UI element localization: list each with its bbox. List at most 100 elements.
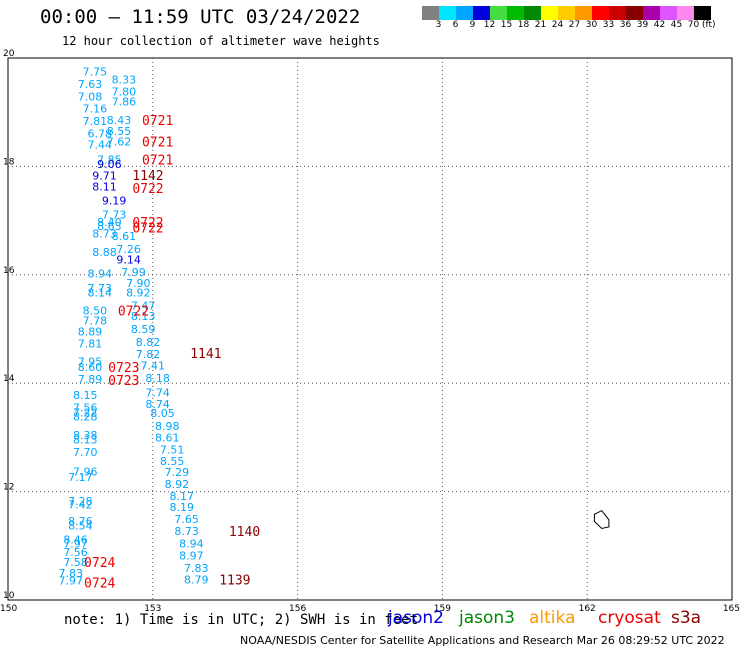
- legend-value: 30: [585, 20, 598, 30]
- legend-value: 33: [602, 20, 615, 30]
- swh-value: 8.17: [170, 490, 195, 503]
- legend-swatch: [575, 6, 592, 20]
- y-tick-label: 16: [3, 266, 15, 276]
- swh-value: 8.97: [179, 550, 204, 563]
- legend-value: 18: [517, 20, 530, 30]
- legend-value: 12: [483, 20, 496, 30]
- x-tick-label: 156: [289, 604, 306, 614]
- pass-time-label: 0721: [142, 135, 173, 150]
- swh-value: 8.11: [92, 180, 117, 193]
- swh-value: 9.06: [97, 158, 122, 171]
- legend-value: 21: [534, 20, 547, 30]
- chart-title: 00:00 — 11:59 UTC 03/24/2022: [40, 6, 361, 28]
- satellite-altika: altika: [529, 608, 576, 628]
- swh-value: 8.94: [179, 538, 204, 551]
- satellite-jason2: jason2: [388, 608, 444, 628]
- swh-value: 7.83: [58, 567, 83, 580]
- swh-value: 7.16: [83, 102, 108, 115]
- swh-value: 8.60: [78, 361, 103, 374]
- swh-value: 8.76: [68, 515, 93, 528]
- y-tick-label: 12: [3, 483, 14, 493]
- legend-swatch: [541, 6, 558, 20]
- pass-time-label: 0724: [84, 556, 115, 571]
- legend-swatch: [660, 6, 677, 20]
- pass-time-label: 0722: [132, 222, 163, 237]
- legend-labels: 3 6 9 12 15 18 21 24 27 30 33 36 39 42 45 70 (ft): [422, 20, 716, 30]
- swh-value: 8.19: [170, 501, 195, 514]
- pass-time-label: 0721: [142, 114, 173, 129]
- legend-value: 39: [636, 20, 649, 30]
- swh-value: 8.61: [155, 431, 180, 444]
- legend-swatch: [456, 6, 473, 20]
- swh-value: 7.89: [78, 373, 103, 386]
- swh-value: 7.80: [112, 86, 137, 99]
- swh-value: 7.75: [83, 66, 108, 79]
- legend-swatch: [422, 6, 439, 20]
- swh-value: 7.44: [87, 139, 112, 152]
- pass-time-label: 1139: [219, 573, 250, 588]
- swh-value: 8.73: [92, 228, 117, 241]
- legend-swatch: [626, 6, 643, 20]
- swh-value: 8.38: [73, 429, 98, 442]
- legend-value: 42: [653, 20, 666, 30]
- swh-value: 9.14: [116, 254, 141, 267]
- swh-value: 7.56: [73, 402, 98, 415]
- pass-time-label: 0721: [142, 153, 173, 168]
- swh-value: 8.18: [145, 372, 170, 385]
- swh-value: 8.13: [131, 310, 156, 323]
- x-tick-label: 150: [0, 604, 17, 614]
- swh-value: 7.08: [78, 90, 103, 103]
- legend-swatch: [507, 6, 524, 20]
- legend-swatch: [643, 6, 660, 20]
- swh-value: 8.15: [73, 389, 98, 402]
- swh-value: 7.47: [131, 300, 156, 313]
- pass-time-label: 0723: [108, 361, 139, 376]
- legend-value: 15: [500, 20, 513, 30]
- swh-value: 7.78: [83, 314, 108, 327]
- swh-value: 7.95: [78, 356, 103, 369]
- legend-swatch: [694, 6, 711, 20]
- credit-line: NOAA/NESDIS Center for Satellite Applica…: [240, 634, 725, 647]
- legend-swatch: [677, 6, 694, 20]
- y-tick-label: 14: [3, 374, 15, 384]
- legend-value: 36: [619, 20, 632, 30]
- chart-subtitle: 12 hour collection of altimeter wave hei…: [62, 34, 380, 48]
- swh-value: 7.58: [63, 556, 88, 569]
- swh-value: 8.46: [63, 533, 88, 546]
- swh-value: 8.92: [165, 478, 190, 491]
- pass-time-label: 0722: [132, 216, 163, 231]
- swh-value: 8.43: [107, 114, 132, 127]
- swh-value: 8.54: [68, 520, 93, 533]
- swh-value: 7.99: [121, 266, 146, 279]
- swh-value: 8.94: [87, 268, 112, 281]
- pass-time-label: 1140: [229, 525, 260, 540]
- y-tick-label: 18: [3, 157, 15, 167]
- swh-value: 8.61: [112, 230, 137, 243]
- swh-value: 7.70: [73, 446, 98, 459]
- pass-time-label: 0722: [118, 305, 149, 320]
- pass-time-label: 0722: [132, 182, 163, 197]
- legend-swatch: [473, 6, 490, 20]
- island-outline: [593, 509, 610, 530]
- legend-value: 9: [469, 20, 476, 30]
- legend-unit: (ft): [702, 20, 716, 30]
- swh-value: 7.85: [97, 153, 122, 166]
- swh-value: 7.97: [63, 538, 88, 551]
- swh-value: 7.74: [145, 386, 170, 399]
- pass-time-label: 0723: [108, 374, 139, 389]
- swh-value: 7.86: [112, 95, 137, 108]
- swh-value: 7.83: [184, 562, 209, 575]
- swh-value: 7.96: [73, 466, 98, 479]
- x-tick-label: 159: [434, 604, 451, 614]
- swh-value: 7.73: [102, 209, 127, 222]
- swh-value: 8.89: [78, 326, 103, 339]
- y-tick-label: 20: [3, 49, 15, 59]
- swh-value: 8.55: [160, 455, 185, 468]
- swh-value: 8.98: [155, 420, 180, 433]
- legend-value: 24: [551, 20, 564, 30]
- color-legend: 3 6 9 12 15 18 21 24 27 30 33 36 39 42 45 70 (ft): [422, 6, 716, 30]
- pass-time-label: 0724: [84, 577, 115, 592]
- swh-value: 7.41: [141, 359, 166, 372]
- swh-value: 8.05: [150, 407, 175, 420]
